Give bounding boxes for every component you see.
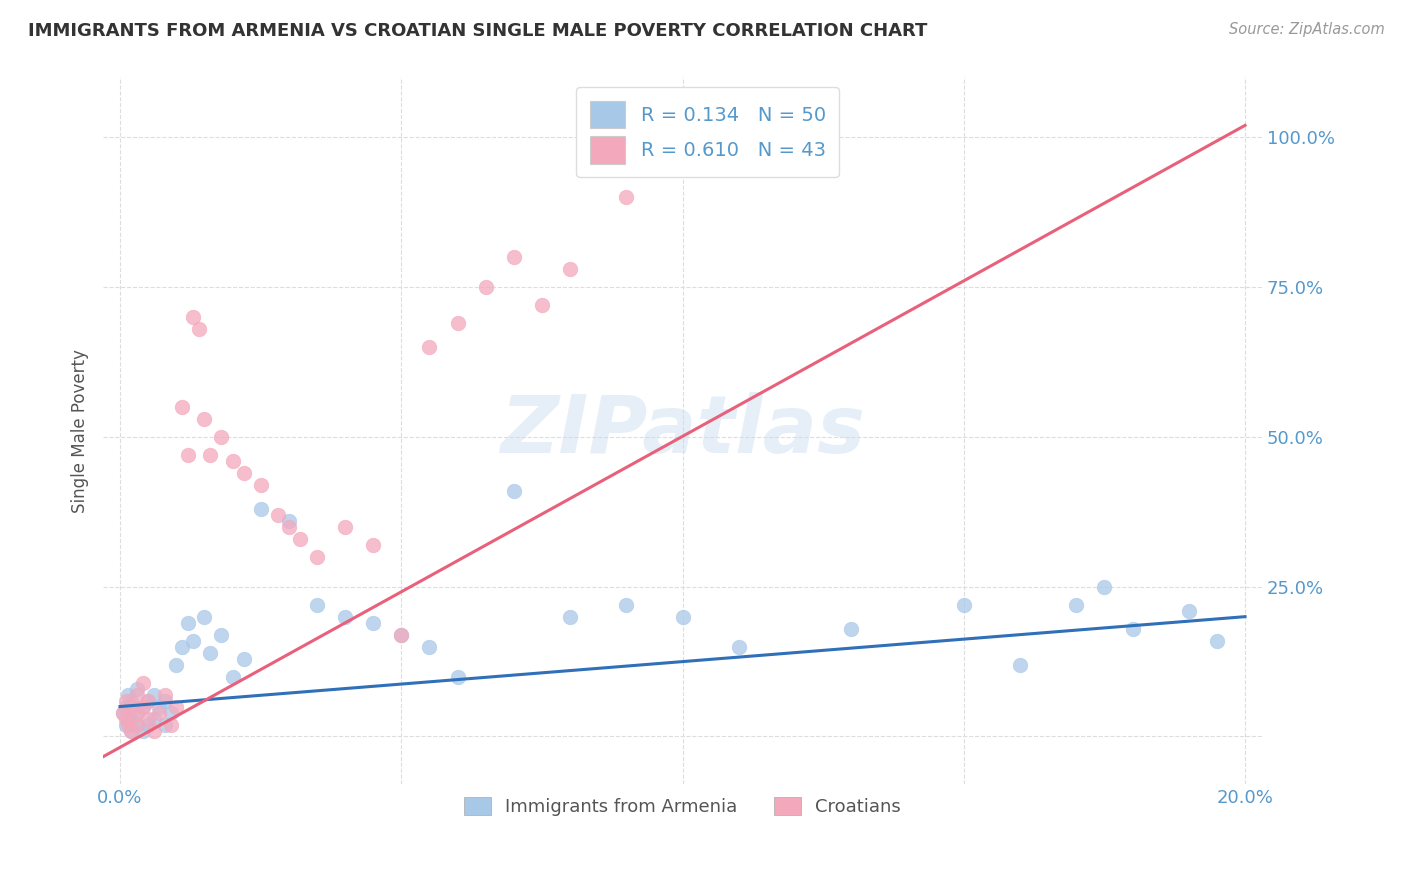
Point xyxy=(181,633,204,648)
Point xyxy=(125,688,148,702)
Point xyxy=(1064,598,1087,612)
Point xyxy=(305,549,328,564)
Point xyxy=(1121,622,1143,636)
Point xyxy=(170,400,193,414)
Point xyxy=(136,693,159,707)
Point xyxy=(333,520,356,534)
Point xyxy=(474,280,496,294)
Point xyxy=(120,712,142,726)
Point xyxy=(159,717,181,731)
Point xyxy=(389,627,412,641)
Point xyxy=(839,622,862,636)
Point xyxy=(277,520,299,534)
Point xyxy=(176,615,198,630)
Point xyxy=(114,693,136,707)
Point xyxy=(209,430,232,444)
Point xyxy=(165,699,187,714)
Point xyxy=(502,250,524,264)
Point xyxy=(142,712,165,726)
Point xyxy=(159,706,181,720)
Point xyxy=(232,466,254,480)
Point xyxy=(117,688,139,702)
Point xyxy=(131,699,153,714)
Point xyxy=(136,693,159,707)
Point xyxy=(125,706,148,720)
Point xyxy=(232,651,254,665)
Point xyxy=(1092,580,1115,594)
Point xyxy=(558,609,581,624)
Point xyxy=(125,717,148,731)
Point xyxy=(120,723,142,738)
Point xyxy=(418,640,440,654)
Point xyxy=(125,717,148,731)
Text: IMMIGRANTS FROM ARMENIA VS CROATIAN SINGLE MALE POVERTY CORRELATION CHART: IMMIGRANTS FROM ARMENIA VS CROATIAN SING… xyxy=(28,22,928,40)
Point xyxy=(1177,604,1199,618)
Point xyxy=(502,483,524,498)
Point xyxy=(120,699,142,714)
Point xyxy=(361,538,384,552)
Point xyxy=(209,627,232,641)
Point xyxy=(142,688,165,702)
Point xyxy=(193,609,215,624)
Point xyxy=(418,340,440,354)
Point xyxy=(446,670,468,684)
Point xyxy=(305,598,328,612)
Point xyxy=(446,316,468,330)
Text: ZIPatlas: ZIPatlas xyxy=(501,392,865,470)
Point xyxy=(125,681,148,696)
Point xyxy=(1206,633,1229,648)
Point xyxy=(361,615,384,630)
Point xyxy=(170,640,193,654)
Point xyxy=(221,670,243,684)
Point xyxy=(131,675,153,690)
Point xyxy=(333,609,356,624)
Point xyxy=(614,598,637,612)
Point xyxy=(266,508,288,522)
Point xyxy=(120,693,142,707)
Point xyxy=(530,298,553,312)
Point xyxy=(727,148,749,162)
Text: Source: ZipAtlas.com: Source: ZipAtlas.com xyxy=(1229,22,1385,37)
Point xyxy=(136,717,159,731)
Point xyxy=(614,190,637,204)
Point xyxy=(176,448,198,462)
Point xyxy=(153,693,176,707)
Legend: Immigrants from Armenia, Croatians: Immigrants from Armenia, Croatians xyxy=(456,788,910,825)
Point xyxy=(558,262,581,277)
Point xyxy=(136,712,159,726)
Point xyxy=(221,454,243,468)
Point xyxy=(249,501,271,516)
Point xyxy=(148,699,170,714)
Point xyxy=(114,699,136,714)
Point xyxy=(131,699,153,714)
Point xyxy=(131,723,153,738)
Point xyxy=(165,657,187,672)
Point xyxy=(148,706,170,720)
Point xyxy=(142,723,165,738)
Point xyxy=(249,478,271,492)
Y-axis label: Single Male Poverty: Single Male Poverty xyxy=(72,349,89,513)
Point xyxy=(181,310,204,324)
Point xyxy=(120,723,142,738)
Point xyxy=(114,712,136,726)
Point xyxy=(111,706,134,720)
Point xyxy=(114,717,136,731)
Point xyxy=(389,627,412,641)
Point xyxy=(198,646,221,660)
Point xyxy=(727,640,749,654)
Point xyxy=(153,717,176,731)
Point xyxy=(193,412,215,426)
Point xyxy=(153,688,176,702)
Point xyxy=(671,609,693,624)
Point xyxy=(187,322,209,336)
Point xyxy=(111,706,134,720)
Point xyxy=(277,514,299,528)
Point xyxy=(952,598,974,612)
Point xyxy=(288,532,311,546)
Point xyxy=(117,717,139,731)
Point xyxy=(125,706,148,720)
Point xyxy=(198,448,221,462)
Point xyxy=(1008,657,1031,672)
